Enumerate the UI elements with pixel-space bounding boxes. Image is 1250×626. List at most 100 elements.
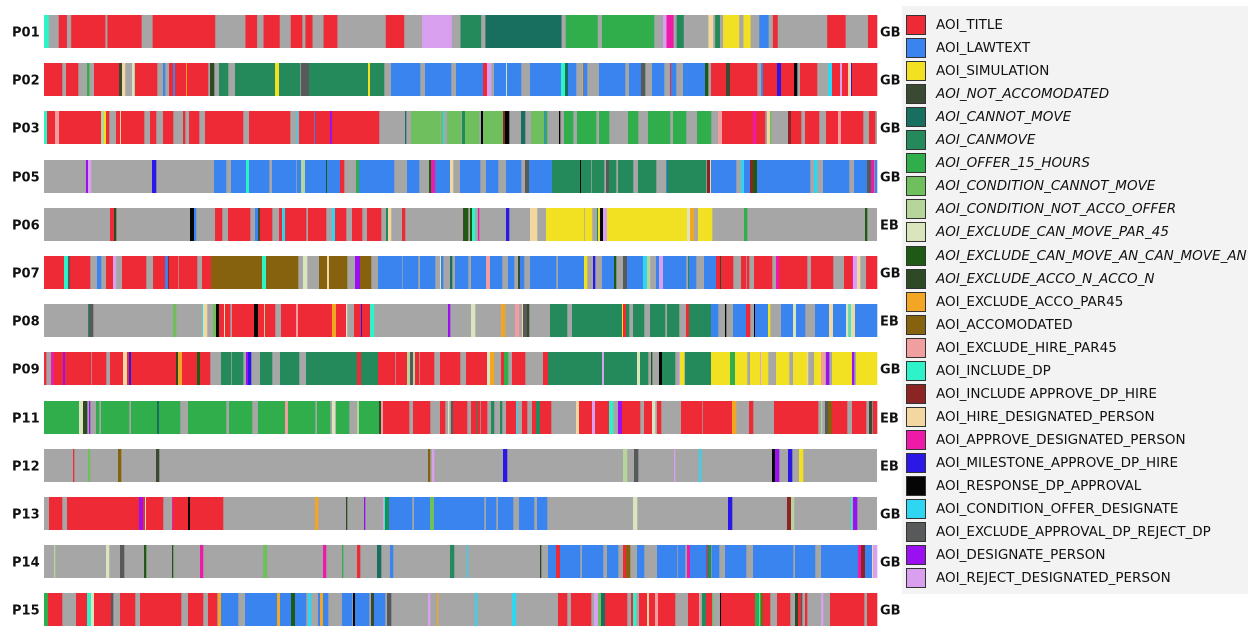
aoi-segment [872, 545, 874, 578]
aoi-segment [853, 497, 858, 530]
participant-row-p15: P15 GB [12, 593, 900, 626]
aoi-segment [330, 111, 333, 144]
aoi-segment [120, 111, 122, 144]
aoi-segment [821, 304, 830, 337]
aoi-segment [768, 304, 771, 337]
aoi-segment [833, 304, 847, 337]
aoi-segment [359, 401, 365, 434]
aoi-segment [738, 545, 747, 578]
aoi-segment [44, 401, 52, 434]
aoi-segment [824, 256, 830, 289]
aoi-segment [323, 593, 326, 626]
aoi-segment [378, 352, 388, 385]
aoi-segment [301, 63, 306, 96]
aoi-segment [852, 63, 866, 96]
aoi-segment [704, 256, 717, 289]
aoi-segment [763, 63, 766, 96]
aoi-segment [755, 304, 769, 337]
aoi-segment [856, 160, 868, 193]
legend-swatch [906, 107, 926, 128]
aoi-segment [722, 111, 738, 144]
aoi-segment [441, 111, 444, 144]
aoi-segment [335, 208, 347, 241]
aoi-segment [648, 401, 653, 434]
aoi-segment [749, 401, 754, 434]
aoi-segment [428, 449, 431, 482]
aoi-segment [263, 111, 277, 144]
sequence-bar-background [44, 208, 877, 241]
aoi-segment [314, 111, 316, 144]
aoi-segment [311, 208, 327, 241]
aoi-segment [602, 352, 605, 385]
aoi-segment [781, 63, 795, 96]
aoi-segment [787, 256, 801, 289]
aoi-segment [653, 160, 657, 193]
aoi-segment [652, 63, 665, 96]
aoi-segment [183, 111, 186, 144]
aoi-segment [572, 304, 588, 337]
aoi-segment [682, 160, 698, 193]
aoi-segment [211, 256, 218, 289]
aoi-segment [188, 497, 191, 530]
legend-swatch [906, 176, 926, 197]
aoi-segment [281, 304, 292, 337]
aoi-segment [852, 352, 855, 385]
aoi-segment [354, 304, 362, 337]
aoi-segment [294, 208, 307, 241]
aoi-segment [343, 401, 346, 434]
aoi-segment [208, 593, 218, 626]
aoi-segment [565, 15, 598, 48]
aoi-segment [172, 497, 174, 530]
aoi-segment [356, 160, 360, 193]
aoi-segment [836, 593, 848, 626]
aoi-segment [175, 497, 182, 530]
aoi-segment [607, 352, 611, 385]
legend-label: AOI_DESIGNATE_PERSON [936, 547, 1106, 564]
aoi-segment [723, 160, 737, 193]
aoi-segment [460, 15, 482, 48]
aoi-segment [471, 304, 476, 337]
aoi-segment [44, 593, 49, 626]
aoi-segment [357, 545, 361, 578]
aoi-segment [593, 256, 596, 289]
aoi-segment [240, 256, 255, 289]
aoi-segment [150, 111, 157, 144]
aoi-segment [118, 352, 124, 385]
aoi-segment [571, 593, 579, 626]
group-label: GB [880, 604, 900, 619]
aoi-segment [336, 304, 347, 337]
aoi-segment [607, 208, 620, 241]
aoi-segment [767, 545, 771, 578]
aoi-segment [123, 352, 128, 385]
aoi-segment [576, 401, 580, 434]
aoi-segment [276, 111, 291, 144]
aoi-segment [188, 401, 199, 434]
aoi-segment [361, 352, 375, 385]
aoi-segment [639, 593, 648, 626]
aoi-segment [146, 593, 162, 626]
aoi-segment [830, 593, 837, 626]
aoi-segment [131, 352, 140, 385]
aoi-segment [317, 304, 333, 337]
aoi-segment [634, 449, 639, 482]
aoi-segment [266, 256, 282, 289]
aoi-segment [685, 352, 699, 385]
aoi-segment [594, 593, 599, 626]
aoi-segment [599, 63, 609, 96]
aoi-segment [633, 497, 638, 530]
aoi-segment [246, 352, 249, 385]
aoi-segment [823, 160, 838, 193]
aoi-segment [743, 15, 751, 48]
aoi-segment [309, 63, 312, 96]
group-label: GB [880, 74, 900, 89]
sequence-bar-background [44, 304, 877, 337]
aoi-segment [733, 304, 747, 337]
aoi-segment [569, 256, 585, 289]
aoi-segment [788, 401, 793, 434]
aoi-segment [618, 401, 623, 434]
aoi-segment [94, 593, 110, 626]
aoi-segment [117, 497, 130, 530]
legend-swatch [906, 476, 926, 496]
aoi-segment [345, 352, 358, 385]
aoi-segment [308, 160, 318, 193]
